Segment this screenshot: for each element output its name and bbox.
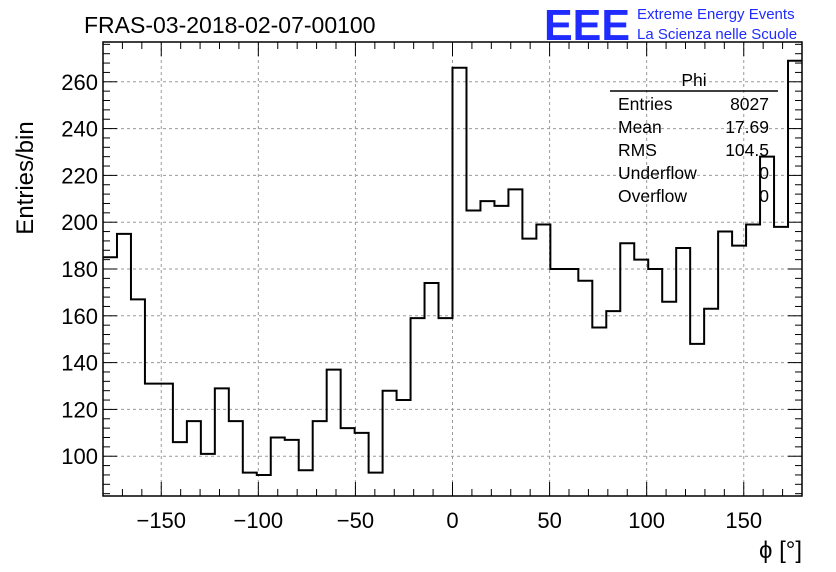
histogram-bin [578, 281, 592, 496]
histogram-bin [774, 227, 788, 496]
histogram-bin [229, 421, 243, 496]
stats-label: Entries [618, 94, 673, 114]
histogram-bin [648, 269, 662, 496]
histogram-bin [187, 421, 201, 496]
histogram-bin [439, 318, 453, 496]
logo-line1: Extreme Energy Events [637, 6, 795, 23]
histogram-bin [718, 232, 732, 496]
histogram-bin [494, 206, 508, 496]
y-tick-label: 140 [61, 351, 98, 376]
x-tick-label: −50 [337, 508, 374, 533]
histogram-bin [606, 311, 620, 496]
stats-value: 17.69 [725, 117, 769, 137]
axes: −150 −100 −50 0 50 100 150 100 120 140 160 180 200 22… [61, 41, 803, 533]
histogram-bin [676, 248, 690, 496]
histogram-bin [704, 309, 718, 496]
histogram-bin [159, 384, 173, 496]
histogram-bin [662, 302, 676, 496]
histogram-bin [355, 433, 369, 496]
x-tick-label: −150 [136, 508, 186, 533]
eee-logo: EEE Extreme Energy Events La Scienza nel… [544, 1, 797, 50]
histogram-bin [257, 475, 271, 496]
y-tick-label: 260 [61, 70, 98, 95]
histogram-bin [760, 157, 774, 496]
x-tick-label: 150 [725, 508, 762, 533]
y-tick-label: 120 [61, 397, 98, 422]
x-tick-label: 50 [537, 508, 561, 533]
histogram-bin [536, 225, 550, 496]
histogram-bin [313, 421, 327, 496]
y-tick-label: 100 [61, 444, 98, 469]
histogram-bin [620, 243, 634, 496]
x-tick-label: 100 [628, 508, 665, 533]
histogram-bin [480, 201, 494, 496]
histogram-bin [466, 210, 480, 496]
x-tick-label: 0 [446, 508, 458, 533]
stats-label: Overflow [618, 186, 687, 206]
stats-box-title: Phi [681, 70, 706, 90]
x-tick-label: −100 [234, 508, 284, 533]
y-tick-label: 240 [61, 117, 98, 142]
grid [103, 42, 802, 496]
histogram-bin [145, 384, 159, 496]
histogram-bin [522, 239, 536, 496]
y-axis-title: Entries/bin [12, 121, 39, 234]
histogram-bin [201, 454, 215, 496]
histogram-bin [131, 299, 145, 496]
stats-label: Underflow [618, 163, 697, 183]
histogram-bin [732, 246, 746, 496]
y-tick-label: 180 [61, 257, 98, 282]
histogram-bin [550, 269, 564, 496]
histogram-series [103, 59, 802, 496]
histogram-bin [369, 473, 383, 496]
histogram-bin [327, 370, 341, 496]
y-tick-label: 220 [61, 163, 98, 188]
stats-label: RMS [618, 140, 657, 160]
histogram-bin [383, 391, 397, 496]
histogram-bin [411, 318, 425, 496]
logo-line2: La Scienza nelle Scuole [637, 26, 797, 43]
histogram-bin [425, 283, 439, 496]
stats-value: 0 [759, 186, 769, 206]
stats-value: 104.5 [725, 140, 769, 160]
histogram-bin [243, 473, 257, 496]
histogram-bin [453, 68, 467, 496]
histogram-bin [341, 428, 355, 496]
chart-title: FRAS-03-2018-02-07-00100 [84, 12, 376, 38]
histogram-bin [215, 388, 229, 496]
histogram-bin [634, 260, 648, 496]
histogram-bin [397, 400, 411, 496]
histogram-bin [690, 344, 704, 496]
histogram-outline [103, 59, 802, 476]
histogram-bin [299, 470, 313, 496]
stats-value: 0 [759, 163, 769, 183]
stats-box: Phi Entries 8027 Mean 17.69 RMS 104.5 Underflo… [610, 70, 778, 206]
histogram-bin [508, 189, 522, 496]
histogram-bin [285, 440, 299, 496]
histogram-bin [592, 328, 606, 496]
histogram-bin [271, 437, 285, 496]
y-tick-label: 160 [61, 304, 98, 329]
histogram-bin [746, 225, 760, 496]
histogram-bin [117, 234, 131, 496]
stats-label: Mean [618, 117, 662, 137]
histogram-bin [173, 442, 187, 496]
histogram-bin [564, 269, 578, 496]
x-axis-title: ϕ [°] [759, 537, 802, 564]
y-tick-label: 200 [61, 210, 98, 235]
stats-value: 8027 [730, 94, 769, 114]
histogram-bin [103, 257, 117, 496]
